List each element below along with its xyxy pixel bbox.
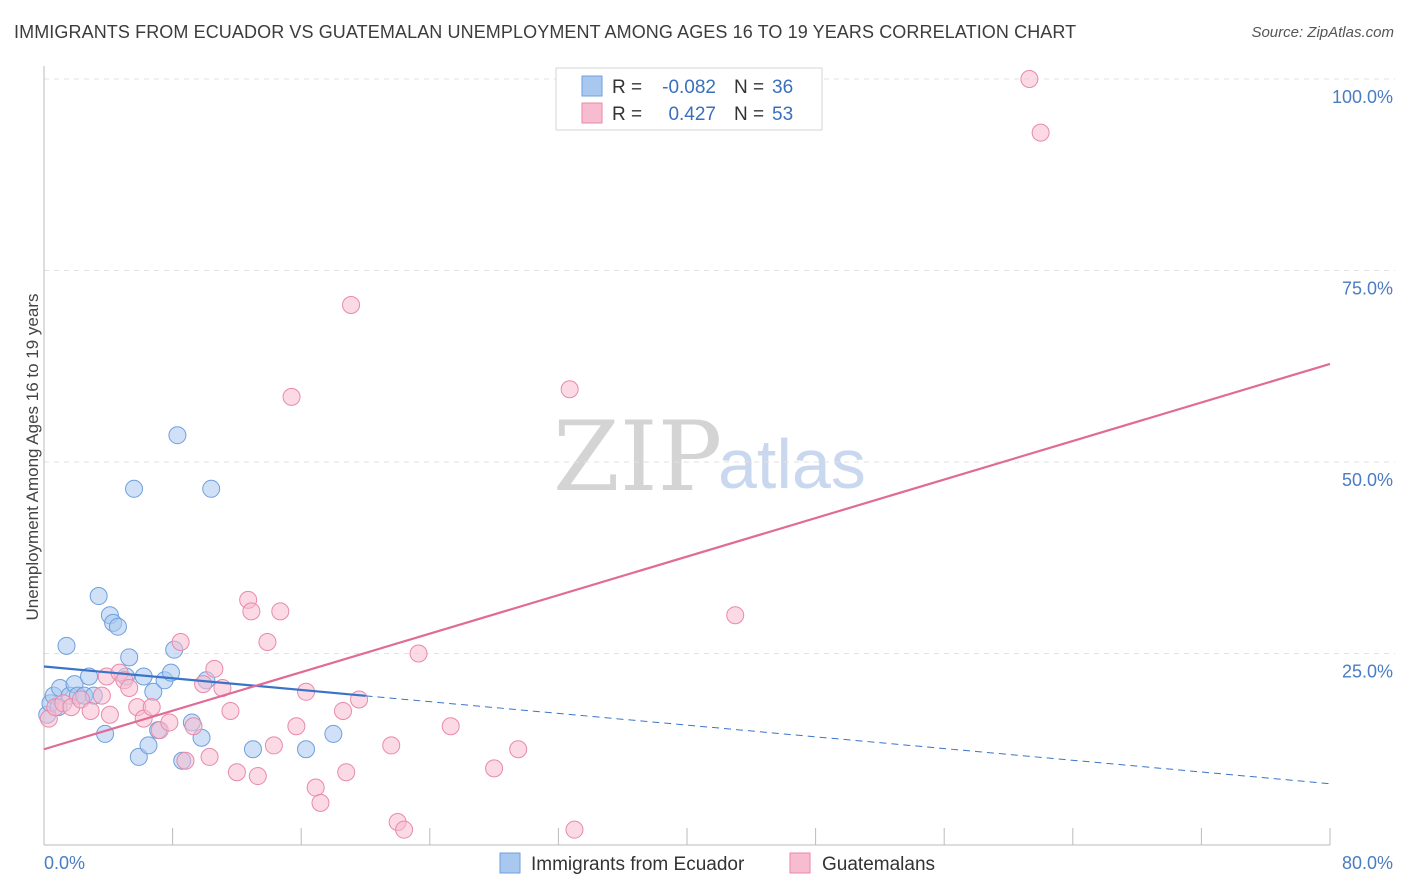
trend-line-ecuador-dashed bbox=[365, 695, 1331, 785]
point-ecuador bbox=[168, 426, 187, 445]
point-guatemalan bbox=[258, 633, 277, 652]
legend-swatch-guatemalan bbox=[581, 102, 603, 124]
point-guatemalan bbox=[485, 759, 504, 778]
point-guatemalan bbox=[333, 701, 352, 720]
point-guatemalan bbox=[382, 736, 401, 755]
point-ecuador bbox=[120, 648, 139, 667]
point-guatemalan bbox=[194, 675, 213, 694]
legend-n-value-guatemalan: 53 bbox=[772, 104, 793, 125]
point-guatemalan bbox=[176, 751, 195, 770]
point-ecuador bbox=[297, 740, 316, 759]
point-ecuador bbox=[243, 740, 262, 759]
point-ecuador bbox=[139, 736, 158, 755]
point-guatemalan bbox=[171, 633, 190, 652]
point-guatemalan bbox=[205, 659, 224, 678]
bottom-legend-swatch-ecuador bbox=[499, 852, 521, 874]
point-ecuador bbox=[80, 667, 99, 686]
point-guatemalan bbox=[120, 678, 139, 697]
point-guatemalan bbox=[282, 387, 301, 406]
point-guatemalan bbox=[264, 736, 283, 755]
point-guatemalan bbox=[726, 606, 745, 625]
watermark: ZIP atlas bbox=[553, 401, 866, 513]
point-guatemalan bbox=[160, 713, 179, 732]
point-guatemalan bbox=[395, 820, 414, 839]
trend-lines bbox=[43, 362, 1331, 785]
point-guatemalan bbox=[221, 701, 240, 720]
point-guatemalan bbox=[311, 793, 330, 812]
point-guatemalan bbox=[306, 778, 325, 797]
legend-r-value-guatemalan: 0.427 bbox=[668, 104, 716, 125]
y-axis-title: Unemployment Among Ages 16 to 19 years bbox=[23, 294, 42, 621]
y-tick-label: 100.0% bbox=[1332, 87, 1393, 107]
trend-line-guatemalan bbox=[43, 362, 1331, 751]
point-ecuador bbox=[89, 587, 108, 606]
point-guatemalan bbox=[142, 698, 161, 717]
point-guatemalan bbox=[1031, 123, 1050, 142]
gridlines bbox=[44, 78, 1395, 654]
watermark-zip: ZIP bbox=[553, 401, 722, 513]
legend-r-label-1: R = bbox=[612, 77, 642, 98]
y-tick-label: 50.0% bbox=[1342, 470, 1393, 490]
point-ecuador bbox=[129, 747, 148, 766]
point-guatemalan bbox=[100, 705, 119, 724]
legend-n-label-1: N = bbox=[734, 77, 764, 98]
bottom-legend-label-ecuador: Immigrants from Ecuador bbox=[531, 854, 745, 875]
series-guatemalan-points bbox=[39, 70, 1050, 839]
point-ecuador bbox=[324, 724, 343, 743]
bottom-legend-label-guatemalan: Guatemalans bbox=[822, 854, 935, 875]
x-tick-label-max: 80.0% bbox=[1342, 853, 1393, 873]
point-guatemalan bbox=[565, 820, 584, 839]
y-tick-label: 75.0% bbox=[1342, 279, 1393, 299]
point-guatemalan bbox=[71, 690, 90, 709]
x-tick-label-min: 0.0% bbox=[44, 853, 85, 873]
legend-n-label-2: N = bbox=[734, 104, 764, 125]
point-guatemalan bbox=[242, 602, 261, 621]
point-guatemalan bbox=[342, 295, 361, 314]
y-tick-labels: 25.0% 50.0% 75.0% 100.0% bbox=[1332, 87, 1393, 682]
chart-title: IMMIGRANTS FROM ECUADOR VS GUATEMALAN UN… bbox=[14, 22, 1077, 42]
point-guatemalan bbox=[271, 602, 290, 621]
legend-r-label-2: R = bbox=[612, 104, 642, 125]
point-guatemalan bbox=[248, 767, 267, 786]
watermark-atlas: atlas bbox=[718, 425, 866, 503]
point-ecuador bbox=[202, 479, 221, 498]
series-ecuador-points bbox=[38, 426, 343, 770]
point-guatemalan bbox=[287, 717, 306, 736]
point-guatemalan bbox=[184, 717, 203, 736]
point-guatemalan bbox=[441, 717, 460, 736]
point-guatemalan bbox=[509, 740, 528, 759]
point-guatemalan bbox=[1020, 70, 1039, 88]
point-guatemalan bbox=[337, 763, 356, 782]
y-tick-label: 25.0% bbox=[1342, 662, 1393, 682]
point-guatemalan bbox=[409, 644, 428, 663]
trend-line-ecuador-solid bbox=[43, 665, 366, 697]
series-legend: Immigrants from Ecuador Guatemalans bbox=[499, 852, 935, 875]
point-guatemalan bbox=[350, 690, 369, 709]
point-guatemalan bbox=[227, 763, 246, 782]
legend-swatch-ecuador bbox=[581, 75, 603, 97]
point-ecuador bbox=[96, 724, 115, 743]
point-guatemalan bbox=[81, 701, 100, 720]
point-ecuador bbox=[125, 479, 144, 498]
legend-r-value-ecuador: -0.082 bbox=[662, 77, 716, 98]
legend-n-value-ecuador: 36 bbox=[772, 77, 793, 98]
point-guatemalan bbox=[92, 686, 111, 705]
correlation-legend: R = -0.082 N = 36 R = 0.427 N = 53 bbox=[555, 67, 823, 131]
point-ecuador bbox=[108, 617, 127, 636]
bottom-legend-swatch-guatemalan bbox=[789, 852, 811, 874]
point-guatemalan bbox=[200, 747, 219, 766]
source-label: Source: ZipAtlas.com bbox=[1251, 24, 1394, 41]
point-ecuador bbox=[57, 636, 76, 655]
point-guatemalan bbox=[560, 380, 579, 399]
